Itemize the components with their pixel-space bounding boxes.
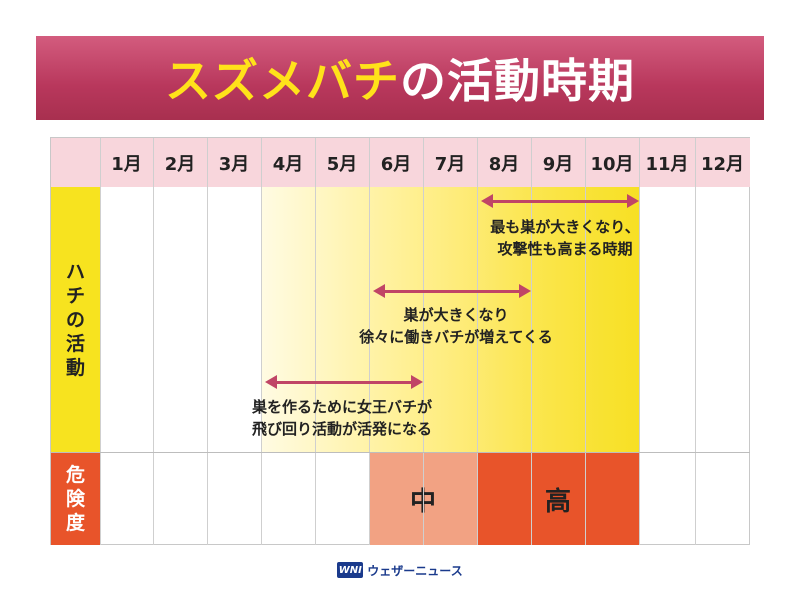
arrow-left-head [265,375,277,389]
page-title: スズメバチ の活動時期 [36,36,764,120]
footer-logo: WNI ウェザーニュース [0,558,800,582]
gridline [531,138,532,545]
arrow-right-head [627,194,639,208]
title-rest: の活動時期 [400,54,635,108]
annotation-line: 徐々に働きバチが増えてくる [359,328,553,346]
gridline [423,138,424,545]
brand-logo-mark: WNI [337,562,364,578]
danger-label-char: 度 [65,511,85,534]
gridline [369,138,370,545]
month-header: 3月 [207,138,261,187]
annotation-line: 飛び回り活動が活発になる [251,420,432,438]
gridline [153,138,154,545]
activity-label-char: の [65,308,85,331]
arrow-right-head [519,284,531,298]
brand-name: ウェザーニュース [367,563,463,578]
month-header: 6月 [369,138,423,187]
month-header: 7月 [423,138,477,187]
annotation-line: 巣が大きくなり [403,306,509,324]
month-header: 1月 [100,138,153,187]
annotation-nesting: 巣を作るために女王バチが 飛び回り活動が活発になる [237,396,447,440]
gridline [261,138,262,545]
annotation-line: 巣を作るために女王バチが [251,398,432,416]
danger-high-cell: 高 [477,453,639,545]
month-header: 8月 [477,138,531,187]
activity-label-char: 動 [65,356,85,379]
gridline [695,138,696,545]
activity-label-char: チ [65,284,85,307]
danger-high-label: 高 [544,486,571,517]
arrow-left-head [373,284,385,298]
header-corner [51,138,100,187]
activity-label-char: ハ [65,260,85,283]
gridline [639,138,640,545]
arrow-growth [383,290,519,293]
annotation-growth: 巣が大きくなり 徐々に働きバチが増えてくる [341,304,571,348]
month-header: 11月 [639,138,695,187]
gridline [477,138,478,545]
annotation-line: 最も巣が大きくなり、 [490,218,640,236]
activity-fill-may [315,187,369,452]
activity-fill-jun [369,187,423,452]
danger-medium-label: 中 [409,486,436,517]
month-header: 12月 [695,138,750,187]
danger-label-char: 険 [65,487,85,510]
month-header: 4月 [261,138,315,187]
arrow-nesting [275,381,411,384]
row-divider [51,452,750,453]
gridline [207,138,208,545]
month-header: 5月 [315,138,369,187]
gridline [315,138,316,545]
activity-fill-sep [531,187,585,452]
annotation-peak: 最も巣が大きくなり、 攻撃性も高まる時期 [475,216,655,260]
gridline [585,138,586,545]
arrow-right-head [411,375,423,389]
activity-label-char: 活 [65,332,85,355]
activity-fill-jul [423,187,477,452]
row-label-danger: 危 険 度 [51,452,100,545]
row-label-activity: ハ チ の 活 動 [51,187,100,452]
danger-label-char: 危 [65,463,85,486]
arrow-peak [491,200,627,203]
activity-fill-oct [585,187,639,452]
activity-fill-aug [477,187,531,452]
month-header: 9月 [531,138,585,187]
gridline [100,138,101,545]
title-accent: スズメバチ [165,54,400,108]
activity-fill-apr [261,187,315,452]
annotation-line: 攻撃性も高まる時期 [497,240,633,258]
activity-table: 中 高 1月 2月 3月 4月 5月 6月 7月 8月 9月 10月 11月 1… [50,137,750,545]
title-banner: スズメバチ の活動時期 [36,36,764,120]
month-header: 2月 [153,138,207,187]
arrow-left-head [481,194,493,208]
month-header: 10月 [585,138,639,187]
